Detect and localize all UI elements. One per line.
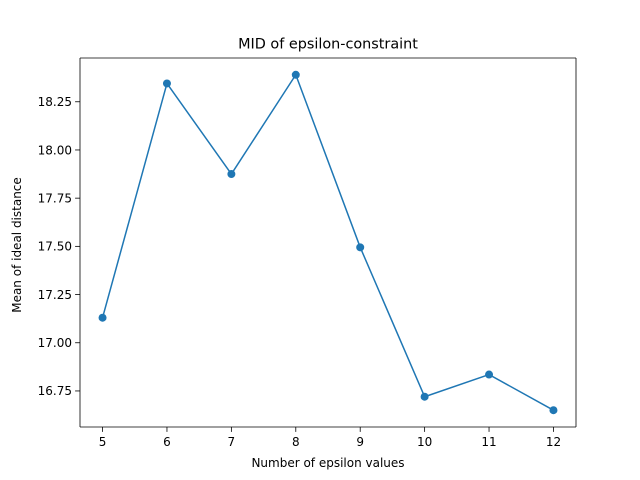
chart-title: MID of epsilon-constraint <box>238 37 418 53</box>
data-point <box>356 243 365 252</box>
series-line <box>101 74 555 412</box>
x-tick-label: 12 <box>546 435 561 449</box>
data-point <box>98 313 107 322</box>
y-tick-label: 16.75 <box>38 384 72 398</box>
data-point <box>420 392 429 401</box>
data-point <box>162 79 171 88</box>
data-point <box>291 70 300 79</box>
x-tick-label: 7 <box>228 435 236 449</box>
data-point <box>227 170 236 179</box>
x-tick-label: 8 <box>292 435 300 449</box>
y-tick-label: 18.25 <box>38 95 72 109</box>
x-axis-label: Number of epsilon values <box>251 456 404 470</box>
y-tick-label: 17.75 <box>38 191 72 205</box>
x-tick-label: 9 <box>356 435 364 449</box>
x-tick-label: 5 <box>99 435 107 449</box>
y-tick-label: 17.25 <box>38 288 72 302</box>
data-point <box>485 370 494 379</box>
data-point <box>549 406 558 415</box>
x-tick-label: 11 <box>481 435 496 449</box>
y-tick-label: 17.50 <box>38 240 72 254</box>
x-tick-label: 6 <box>163 435 171 449</box>
y-tick-label: 17.00 <box>38 336 72 350</box>
y-axis-label: Mean of ideal distance <box>10 177 24 313</box>
plot-area: 5 6 7 8 9 10 11 12 16.75 17.00 17.25 17.50 17.75 18.0… <box>38 57 577 449</box>
x-tick-label: 10 <box>417 435 432 449</box>
y-tick-label: 18.00 <box>38 143 72 157</box>
